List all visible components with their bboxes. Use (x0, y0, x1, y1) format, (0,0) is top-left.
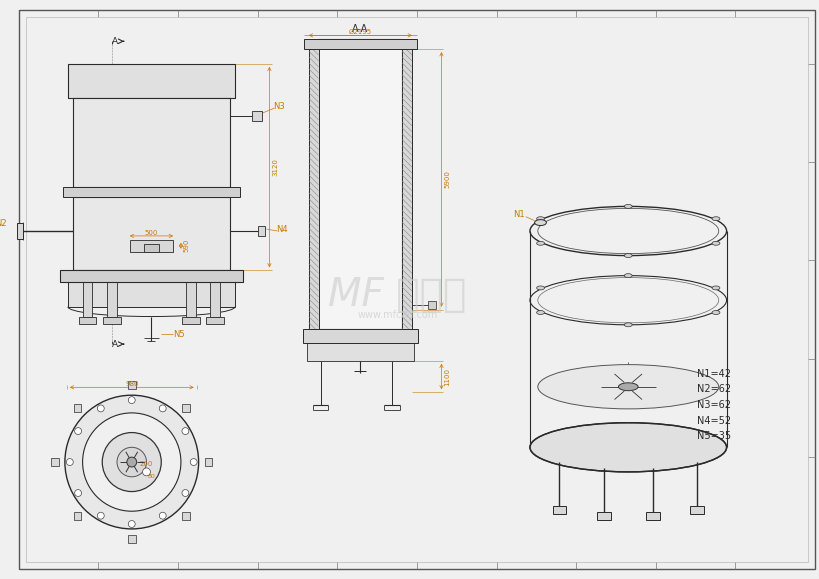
Bar (309, 39, 318, 329)
Circle shape (128, 521, 135, 527)
Text: N4=52: N4=52 (696, 416, 731, 426)
Circle shape (75, 490, 81, 496)
Bar (128, 382, 135, 389)
Bar (401, 39, 411, 329)
Ellipse shape (618, 383, 637, 391)
Circle shape (127, 457, 137, 467)
Circle shape (159, 512, 166, 519)
Text: 260: 260 (140, 461, 153, 467)
Ellipse shape (623, 323, 631, 327)
Text: 80: 80 (147, 474, 155, 479)
Bar (206, 317, 224, 324)
Bar (306, 343, 414, 361)
Bar (257, 226, 265, 236)
Text: N1=42: N1=42 (696, 369, 731, 379)
Text: 590: 590 (183, 239, 189, 252)
Ellipse shape (536, 286, 544, 290)
Bar (68, 64, 235, 98)
Bar (128, 535, 135, 543)
Circle shape (128, 397, 135, 404)
Bar (68, 282, 235, 307)
Circle shape (75, 428, 81, 434)
Bar (74, 512, 81, 520)
Bar (251, 111, 261, 121)
Bar (16, 223, 23, 239)
Circle shape (182, 490, 188, 496)
Circle shape (143, 468, 150, 476)
Bar (73, 98, 230, 187)
Bar (302, 329, 418, 343)
Bar (182, 404, 190, 412)
Text: 1100: 1100 (444, 368, 450, 386)
Text: A: A (112, 339, 118, 349)
Ellipse shape (536, 241, 544, 245)
Bar (63, 187, 240, 197)
Ellipse shape (711, 286, 719, 290)
Circle shape (97, 512, 104, 519)
Text: 500: 500 (145, 230, 158, 236)
Bar (596, 512, 610, 521)
Ellipse shape (83, 413, 181, 511)
Bar (51, 458, 59, 466)
Bar (645, 512, 659, 521)
Circle shape (97, 405, 104, 412)
Bar (107, 282, 117, 317)
Bar (73, 197, 230, 270)
Bar (428, 301, 435, 309)
Ellipse shape (711, 241, 719, 245)
Text: MF 沐风网: MF 沐风网 (328, 276, 466, 314)
Bar (60, 270, 242, 282)
Ellipse shape (117, 448, 147, 477)
Bar (129, 240, 173, 252)
Circle shape (159, 405, 166, 412)
Text: Ø2195: Ø2195 (348, 28, 372, 34)
Bar (182, 512, 190, 520)
Text: 3120: 3120 (272, 158, 278, 176)
Circle shape (190, 459, 197, 466)
Ellipse shape (536, 310, 544, 314)
Ellipse shape (537, 365, 717, 409)
Circle shape (66, 459, 73, 466)
Ellipse shape (711, 310, 719, 314)
Ellipse shape (711, 217, 719, 221)
Ellipse shape (529, 423, 726, 472)
Ellipse shape (623, 254, 631, 258)
Text: N4: N4 (276, 225, 287, 233)
Text: 980: 980 (124, 382, 138, 387)
Bar (182, 317, 199, 324)
Text: A-A: A-A (352, 24, 368, 34)
Ellipse shape (623, 204, 631, 208)
Text: A: A (112, 36, 118, 46)
Text: N5: N5 (173, 329, 184, 339)
Bar (103, 317, 120, 324)
Text: N2=62: N2=62 (696, 384, 731, 394)
Bar (304, 39, 416, 49)
Ellipse shape (536, 217, 544, 221)
Bar (552, 506, 566, 514)
Circle shape (182, 428, 188, 434)
Bar (186, 282, 196, 317)
Text: N1: N1 (513, 210, 524, 219)
Bar (79, 317, 97, 324)
Ellipse shape (623, 274, 631, 277)
Bar (690, 506, 704, 514)
Ellipse shape (65, 395, 198, 529)
Bar (74, 404, 81, 412)
Bar (318, 39, 401, 329)
Text: N3: N3 (273, 102, 285, 111)
Text: N3=62: N3=62 (696, 400, 731, 410)
Text: 5900: 5900 (444, 170, 450, 188)
Ellipse shape (102, 433, 161, 492)
Bar (210, 282, 220, 317)
Text: www.mfcad.com: www.mfcad.com (356, 310, 437, 320)
Text: N2: N2 (0, 219, 7, 228)
Ellipse shape (534, 219, 545, 226)
Bar (83, 282, 93, 317)
Text: N5=35: N5=35 (696, 431, 731, 442)
Bar (204, 458, 212, 466)
Bar (143, 244, 159, 252)
